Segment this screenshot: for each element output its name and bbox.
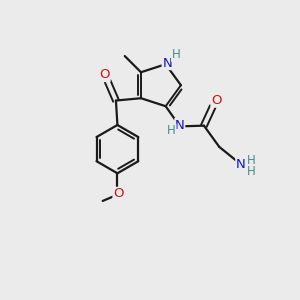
Text: O: O	[113, 188, 124, 200]
Text: N: N	[162, 56, 172, 70]
Text: O: O	[211, 94, 222, 107]
Text: O: O	[100, 68, 110, 81]
Text: N: N	[236, 158, 246, 171]
Text: H: H	[247, 165, 256, 178]
Text: N: N	[175, 118, 185, 132]
Text: H: H	[167, 124, 176, 137]
Text: H: H	[247, 154, 256, 166]
Text: H: H	[172, 48, 180, 61]
